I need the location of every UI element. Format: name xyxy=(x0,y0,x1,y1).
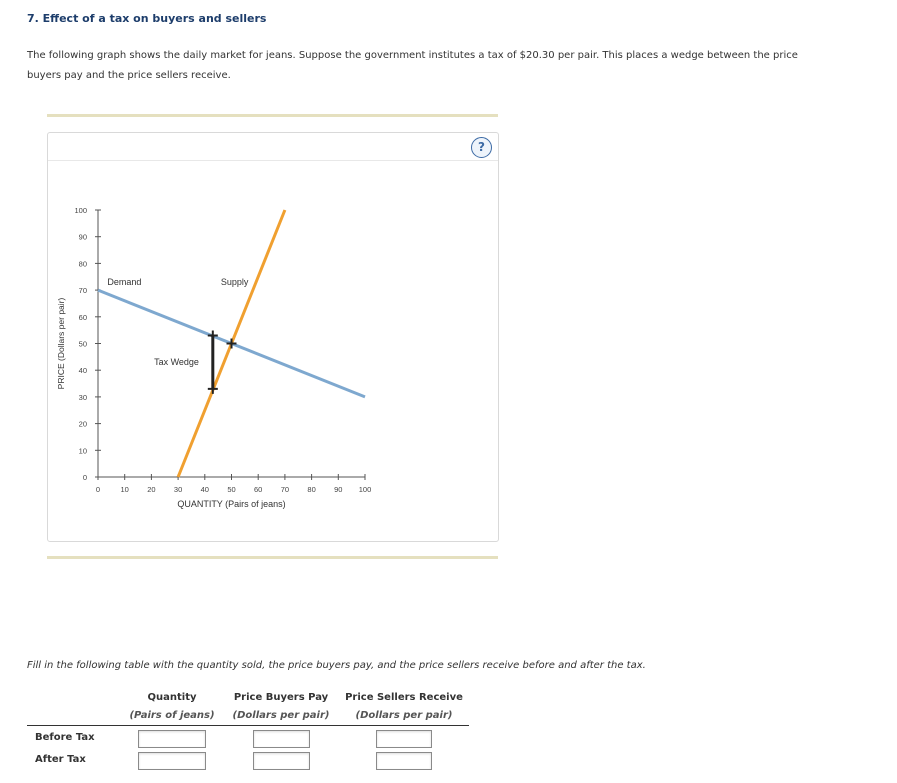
before-tax-quantity-input[interactable] xyxy=(138,729,206,748)
x-tick-label: 10 xyxy=(121,485,129,494)
x-tick-label: 60 xyxy=(254,485,262,494)
help-icon[interactable]: ? xyxy=(471,137,492,158)
after-tax-sellers-receive-input[interactable] xyxy=(376,751,432,770)
y-tick-label: 30 xyxy=(79,393,87,402)
y-tick-label: 70 xyxy=(79,286,87,295)
row-label-after-tax: After Tax xyxy=(35,753,86,765)
x-tick-label: 20 xyxy=(147,485,155,494)
row-label-before-tax: Before Tax xyxy=(35,731,95,743)
col-unit-buyers-pay: (Dollars per pair) xyxy=(223,706,339,726)
y-tick-label: 50 xyxy=(79,340,87,349)
y-tick-label: 20 xyxy=(79,420,87,429)
tax-wedge-label: Tax Wedge xyxy=(154,357,199,367)
x-axis-label: QUANTITY (Pairs of jeans) xyxy=(177,499,285,509)
answer-table: Quantity Price Buyers Pay Price Sellers … xyxy=(27,688,469,770)
plus-marker xyxy=(226,338,237,349)
col-unit-sellers-receive: (Dollars per pair) xyxy=(339,706,469,726)
col-unit-quantity: (Pairs of jeans) xyxy=(121,706,223,726)
y-tick-label: 60 xyxy=(79,313,87,322)
y-tick-label: 0 xyxy=(83,473,87,482)
y-tick-label: 90 xyxy=(79,233,87,242)
row-label-unit xyxy=(27,706,121,726)
plus-marker xyxy=(207,383,218,394)
graph-header-divider xyxy=(48,160,498,161)
after-tax-quantity-input[interactable] xyxy=(138,751,206,770)
x-tick-label: 90 xyxy=(334,485,342,494)
y-tick-label: 80 xyxy=(79,259,87,268)
table-instruction: Fill in the following table with the qua… xyxy=(27,660,646,671)
x-tick-label: 30 xyxy=(174,485,182,494)
graph-top-rule xyxy=(47,114,498,117)
demand-label: Demand xyxy=(107,277,141,287)
after-tax-buyers-pay-input[interactable] xyxy=(252,751,310,770)
graph-panel[interactable]: ? 0 10 20 30 40 50 60 70 80 90 100 0 10 20 30 40 50 60 70 8… xyxy=(47,132,499,542)
table-row-before-tax: Before Tax xyxy=(27,726,469,749)
supply-label: Supply xyxy=(221,277,249,287)
question-intro: The following graph shows the daily mark… xyxy=(27,50,798,81)
question-title: 7. Effect of a tax on buyers and sellers xyxy=(27,12,267,25)
x-tick-label: 100 xyxy=(359,485,372,494)
graph-bottom-rule xyxy=(47,556,498,559)
x-tick-label: 70 xyxy=(281,485,289,494)
x-tick-label: 50 xyxy=(227,485,235,494)
y-tick-label: 100 xyxy=(74,206,87,215)
x-tick-label: 0 xyxy=(96,485,100,494)
before-tax-buyers-pay-input[interactable] xyxy=(252,729,310,748)
col-header-quantity: Quantity xyxy=(147,691,197,703)
row-label-header xyxy=(27,688,121,706)
y-axis-label: PRICE (Dollars per pair) xyxy=(56,298,66,390)
x-tick-label: 80 xyxy=(307,485,315,494)
x-tick-label: 40 xyxy=(201,485,209,494)
y-tick-label: 40 xyxy=(79,366,87,375)
plus-marker xyxy=(207,330,218,341)
supply-demand-chart[interactable]: 0 10 20 30 40 50 60 70 80 90 100 0 10 20 30 40 50 60 70 80 9… xyxy=(48,133,498,541)
before-tax-sellers-receive-input[interactable] xyxy=(376,729,432,748)
col-header-buyers-pay: Price Buyers Pay xyxy=(233,691,329,703)
table-row-after-tax: After Tax xyxy=(27,748,469,770)
y-tick-label: 10 xyxy=(79,446,87,455)
col-header-sellers-receive: Price Sellers Receive xyxy=(345,691,463,703)
